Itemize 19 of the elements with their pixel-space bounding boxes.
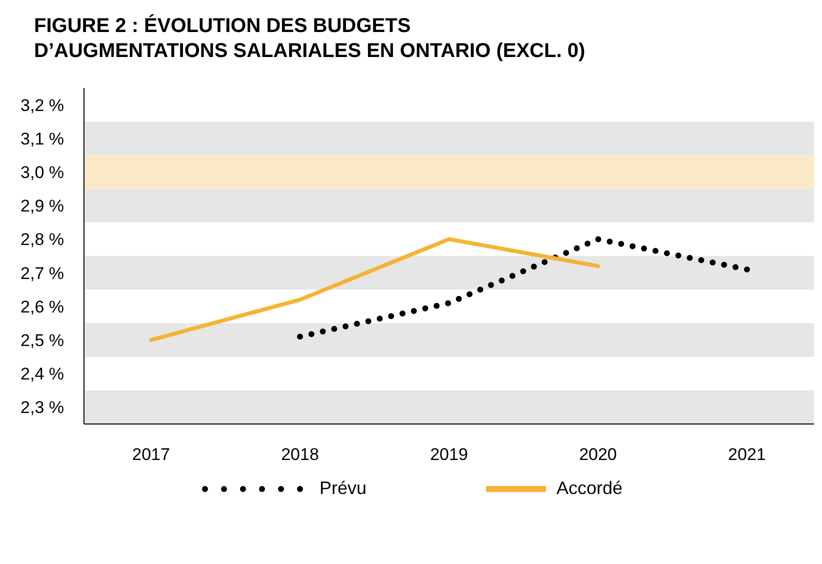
y-tick-label: 2,3 % bbox=[20, 398, 64, 418]
y-tick-label: 3,1 % bbox=[20, 129, 64, 148]
y-tick-label: 2,6 % bbox=[20, 297, 64, 316]
x-tick-label: 2021 bbox=[728, 445, 766, 464]
y-tick-label: 2,5 % bbox=[20, 331, 64, 350]
x-tick-label: 2017 bbox=[132, 445, 170, 464]
y-tick-label: 2,4 % bbox=[20, 364, 64, 384]
legend-label: Accordé bbox=[556, 478, 623, 499]
line-series bbox=[149, 237, 600, 342]
y-tick-label: 3,0 % bbox=[20, 163, 64, 182]
x-tick-label: 2019 bbox=[430, 445, 468, 464]
y-tick-label: 2,7 % bbox=[20, 264, 64, 283]
y-tick-label: 2,9 % bbox=[20, 196, 64, 216]
x-tick-label: 2020 bbox=[579, 445, 617, 464]
y-tick-label: 3,2 % bbox=[20, 96, 64, 115]
x-tick-label: 2018 bbox=[281, 445, 319, 464]
chart-title: FIGURE 2 : ÉVOLUTION DES BUDGETS D’AUGMENTATIONS SALARIALES EN ONTARIO (EXCL. 0) bbox=[34, 14, 586, 64]
legend-label: Prévu bbox=[319, 478, 366, 499]
y-tick-label: 2,8 % bbox=[20, 230, 64, 250]
